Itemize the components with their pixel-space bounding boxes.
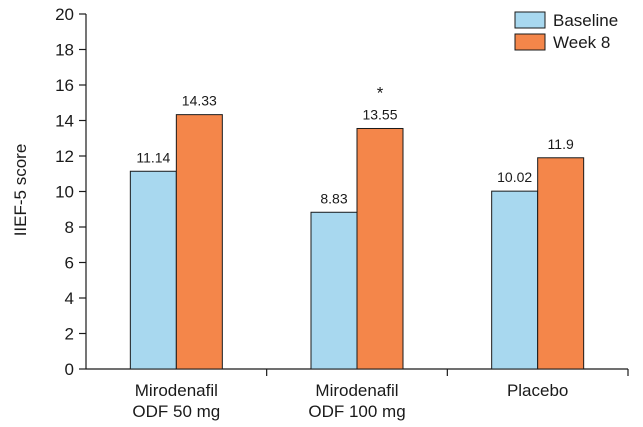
x-category-label: Mirodenafil (315, 381, 398, 400)
x-axis: Mirodenafil ODF 50 mg Mirodenafil ODF 100 m… (86, 368, 629, 421)
data-label: 11.14 (136, 149, 170, 165)
y-tick-label: 18 (55, 41, 74, 60)
y-tick-label: 8 (65, 218, 74, 237)
y-tick-label: 6 (65, 254, 74, 273)
y-tick-label: 10 (55, 183, 74, 202)
bar-week-8 (356, 127, 404, 370)
data-labels: 11.14 14.33 8.83 13.55 10.02 11.9 * (136, 83, 574, 206)
y-axis: 0 2 4 6 8 10 12 14 16 18 20 (55, 5, 87, 379)
data-label: 13.55 (362, 106, 397, 122)
y-tick-label: 2 (65, 325, 74, 344)
legend-swatch (514, 33, 546, 51)
bars (129, 114, 585, 370)
y-tick-label: 20 (55, 5, 74, 24)
y-tick-label: 16 (55, 76, 74, 95)
x-category-label: Placebo (507, 381, 568, 400)
bar-baseline (129, 170, 177, 370)
bar-week-8 (175, 114, 223, 370)
y-tick-label: 12 (55, 147, 74, 166)
x-category-label: ODF 100 mg (308, 402, 405, 421)
significance-mark: * (377, 83, 384, 102)
bar-baseline (491, 190, 539, 370)
x-category-label: Mirodenafil (135, 381, 218, 400)
y-tick-label: 4 (65, 289, 74, 308)
data-label: 11.9 (548, 136, 574, 152)
data-label: 14.33 (182, 93, 217, 109)
bar-baseline (310, 211, 358, 370)
data-label: 8.83 (320, 190, 347, 206)
data-label: 10.02 (497, 169, 532, 185)
legend-swatch (514, 11, 546, 29)
legend: Baseline Week 8 (514, 11, 618, 52)
bar-week-8 (537, 157, 585, 370)
y-tick-label: 14 (55, 112, 74, 131)
legend-label: Baseline (553, 11, 618, 30)
y-tick-label: 0 (65, 360, 74, 379)
x-category-label: ODF 50 mg (132, 402, 220, 421)
legend-label: Week 8 (553, 33, 610, 52)
y-axis-title: IIEF-5 score (11, 144, 30, 237)
